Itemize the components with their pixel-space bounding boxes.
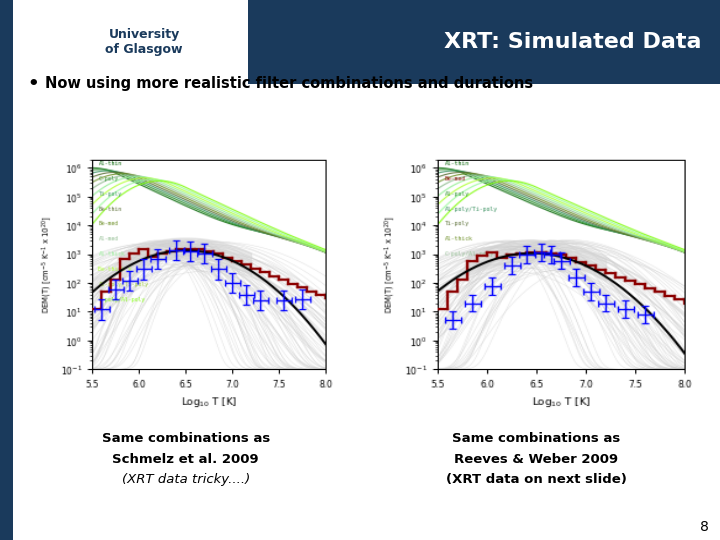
Text: (XRT data tricky....): (XRT data tricky....) bbox=[122, 473, 250, 486]
Text: Same combinations as: Same combinations as bbox=[102, 432, 270, 445]
Text: Now using more realistic filter combinations and durations: Now using more realistic filter combinat… bbox=[45, 76, 533, 91]
Text: Schmelz et al. 2009: Schmelz et al. 2009 bbox=[112, 453, 259, 465]
Text: University
of Glasgow: University of Glasgow bbox=[105, 28, 183, 56]
Text: 8: 8 bbox=[701, 519, 709, 534]
Text: XRT: Simulated Data: XRT: Simulated Data bbox=[444, 32, 702, 52]
Text: •: • bbox=[27, 75, 39, 93]
Text: (XRT data on next slide): (XRT data on next slide) bbox=[446, 473, 627, 486]
Text: Reeves & Weber 2009: Reeves & Weber 2009 bbox=[454, 453, 618, 465]
Text: Same combinations as: Same combinations as bbox=[452, 432, 621, 445]
